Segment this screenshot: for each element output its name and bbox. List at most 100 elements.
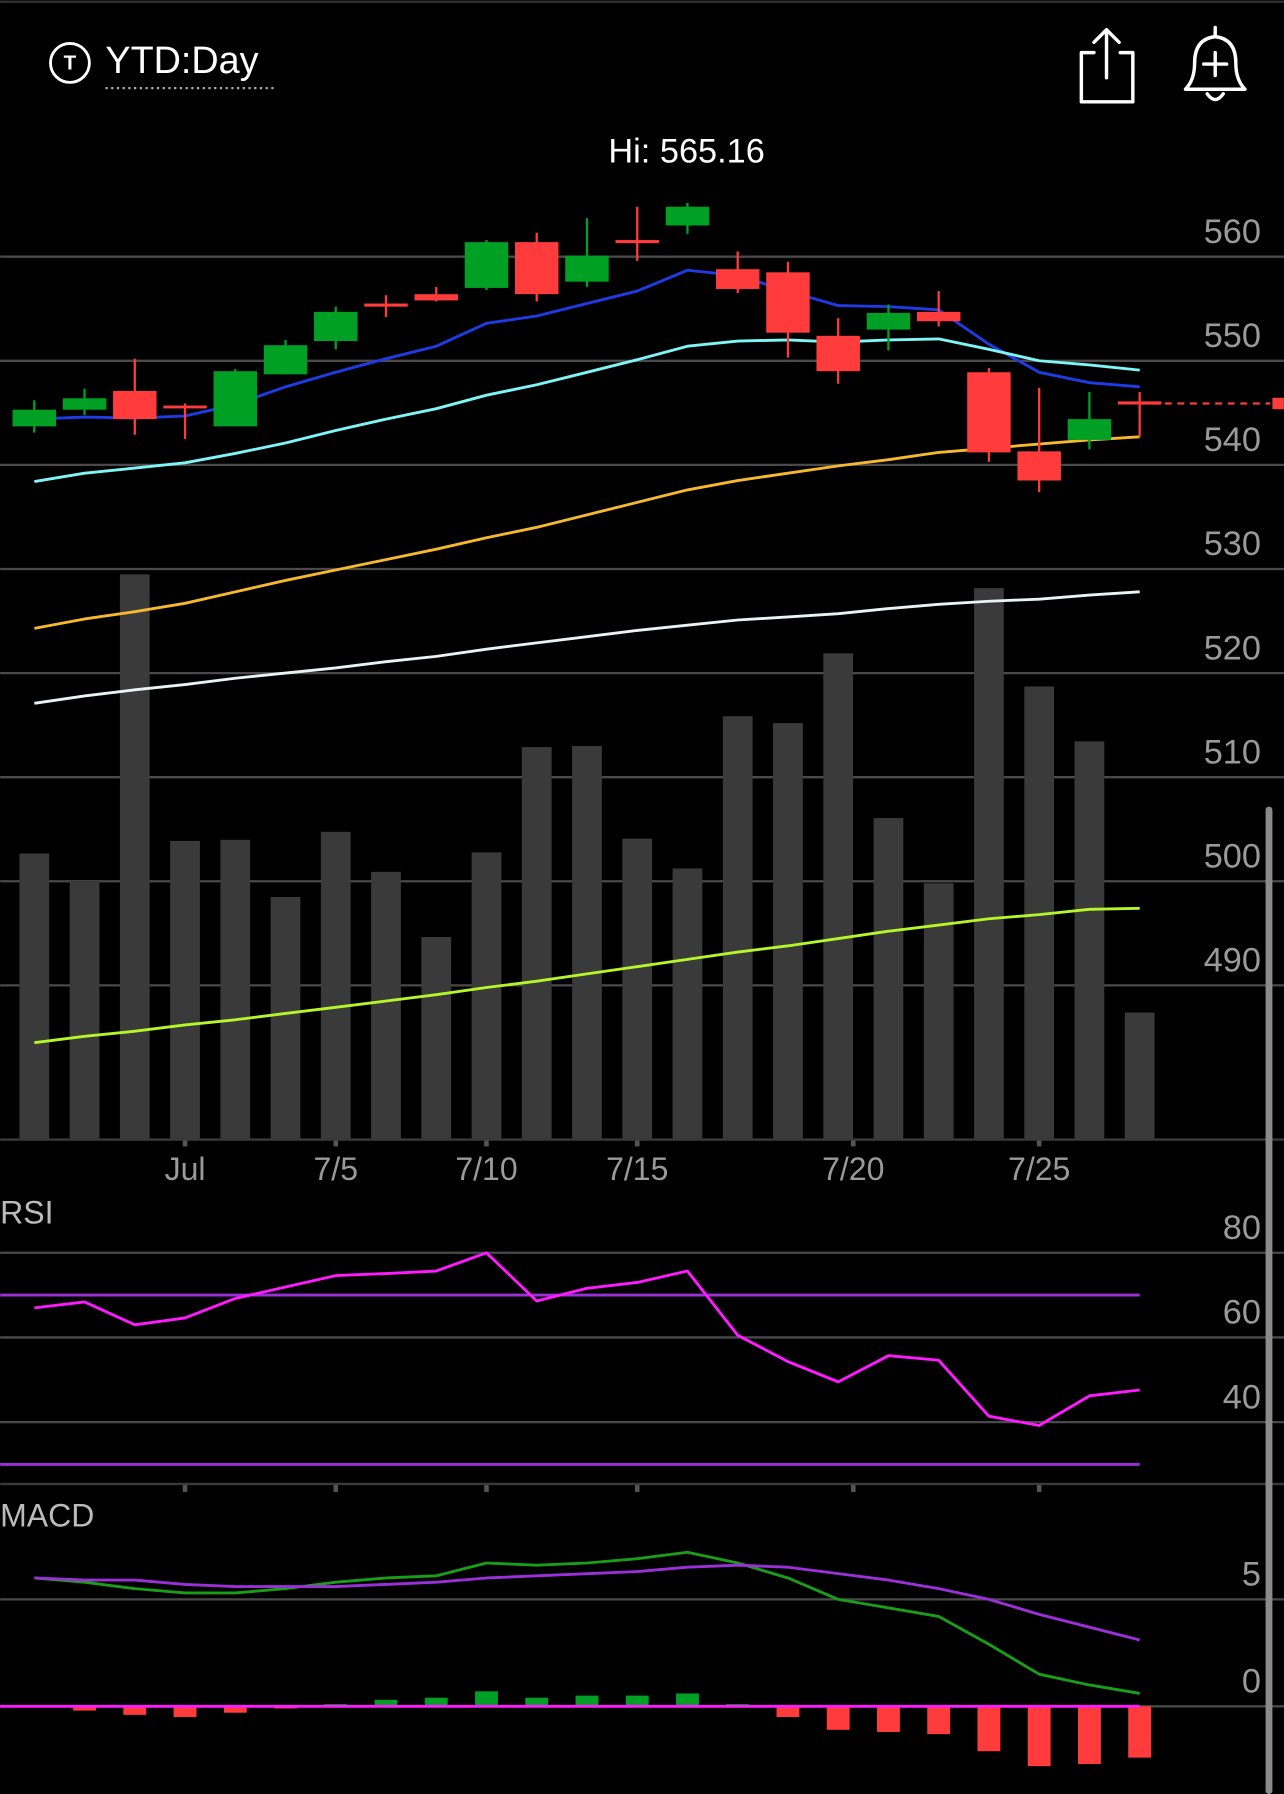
- histogram-bar: [625, 1695, 649, 1707]
- histogram-bar: [73, 1706, 96, 1711]
- share-button[interactable]: [1079, 28, 1135, 104]
- volume-bar: [1074, 741, 1105, 1139]
- volume-bar: [722, 716, 753, 1139]
- volume-bar: [521, 747, 552, 1139]
- volume-bar: [773, 723, 803, 1139]
- histogram-bar: [1077, 1706, 1101, 1765]
- candle-body: [916, 311, 961, 322]
- volume-bar: [69, 880, 100, 1139]
- timeframe-icon: [49, 42, 91, 84]
- histogram-bar: [123, 1706, 147, 1715]
- y-tick-label: 510: [1204, 733, 1261, 771]
- histogram-bar: [575, 1695, 599, 1707]
- x-tick-label: 7/10: [455, 1151, 517, 1187]
- y-tick-label: 60: [1223, 1294, 1261, 1332]
- candle-body: [364, 303, 408, 307]
- histogram-bar: [1128, 1706, 1152, 1758]
- share-icon-arrow: [1092, 28, 1121, 80]
- volume-bar: [923, 883, 954, 1139]
- macd-line: [34, 1550, 1140, 1695]
- candle-body: [12, 409, 57, 427]
- histogram-bar: [826, 1706, 850, 1730]
- volume-bar: [421, 937, 452, 1139]
- moving-average: [34, 906, 1140, 1045]
- candle-body: [967, 372, 1011, 453]
- volume-bar: [119, 574, 150, 1139]
- candle-body: [113, 390, 157, 420]
- timeframe-button[interactable]: T YTD:Day: [49, 39, 275, 90]
- volume-bar: [471, 852, 502, 1139]
- y-tick-label: 80: [1223, 1209, 1261, 1247]
- histogram-bar: [977, 1706, 1001, 1752]
- volume-bar: [1124, 1012, 1155, 1139]
- y-tick-label: 530: [1204, 525, 1261, 563]
- candle-body: [665, 206, 710, 226]
- panel-title: MACD: [0, 1498, 94, 1534]
- moving-average: [34, 337, 1140, 483]
- y-tick-label: 500: [1204, 837, 1261, 875]
- alert-button[interactable]: [1183, 25, 1247, 102]
- candle-body: [515, 242, 559, 295]
- histogram-bar: [877, 1706, 900, 1732]
- histogram-bar: [374, 1699, 398, 1707]
- timeframe-title: YTD:Day: [105, 39, 258, 81]
- histogram-bar: [525, 1697, 549, 1707]
- histogram-bar: [776, 1706, 800, 1717]
- x-tick-label: 7/25: [1008, 1151, 1070, 1187]
- last-price-marker: [1272, 397, 1284, 410]
- volume-bar: [19, 853, 50, 1139]
- x-tick-label: 7/5: [314, 1151, 359, 1187]
- high-annotation: Hi: 565.16: [608, 132, 764, 170]
- y-tick-label: 40: [1223, 1378, 1261, 1416]
- candle-body: [1067, 419, 1112, 440]
- moving-average: [34, 590, 1140, 705]
- histogram-bar: [676, 1693, 699, 1707]
- candle-body: [263, 345, 308, 375]
- moving-average: [34, 435, 1140, 630]
- volume-bar: [873, 818, 904, 1139]
- x-tick-label: 7/20: [822, 1151, 884, 1187]
- timeframe-icon-label: T: [64, 52, 77, 75]
- candle-body: [615, 240, 659, 244]
- volume-bar: [622, 838, 653, 1139]
- candle-body: [816, 335, 860, 372]
- bell-plus: [1202, 50, 1229, 78]
- bell-clapper: [1205, 92, 1225, 102]
- candle-body: [464, 242, 509, 288]
- histogram-bar: [927, 1706, 951, 1735]
- y-tick-label: 560: [1204, 213, 1261, 251]
- volume-bar: [270, 897, 301, 1139]
- volume-bar: [220, 839, 251, 1139]
- rsi-line: [34, 1251, 1140, 1427]
- volume-bar: [672, 868, 703, 1139]
- volume-bar: [371, 871, 401, 1139]
- candle-body: [213, 371, 258, 427]
- scrollbar[interactable]: [1265, 806, 1273, 1794]
- histogram-bar: [1027, 1706, 1051, 1767]
- candle-body: [866, 312, 911, 330]
- candle-body: [565, 255, 609, 282]
- x-tick-label: 7/15: [606, 1151, 668, 1187]
- y-tick-label: 540: [1204, 421, 1261, 459]
- histogram-bar: [424, 1697, 448, 1707]
- x-tick-label: Jul: [165, 1151, 206, 1187]
- volume-bar: [170, 840, 200, 1139]
- volume-bar: [974, 588, 1004, 1139]
- candle-body: [62, 398, 107, 410]
- y-tick-label: 5: [1242, 1556, 1261, 1594]
- histogram-bar: [223, 1706, 247, 1713]
- candle-body: [715, 269, 760, 289]
- candle-body: [766, 272, 810, 333]
- y-tick-label: 0: [1242, 1662, 1261, 1700]
- candle-body: [1017, 451, 1061, 481]
- histogram-bar: [475, 1691, 498, 1707]
- macd-line: [34, 1563, 1141, 1642]
- candle-body: [414, 294, 458, 301]
- volume-bar: [823, 653, 854, 1139]
- volume-bar: [572, 745, 602, 1139]
- y-tick-label: 550: [1204, 317, 1261, 355]
- y-tick-label: 520: [1204, 629, 1261, 667]
- panel-title: RSI: [0, 1195, 53, 1231]
